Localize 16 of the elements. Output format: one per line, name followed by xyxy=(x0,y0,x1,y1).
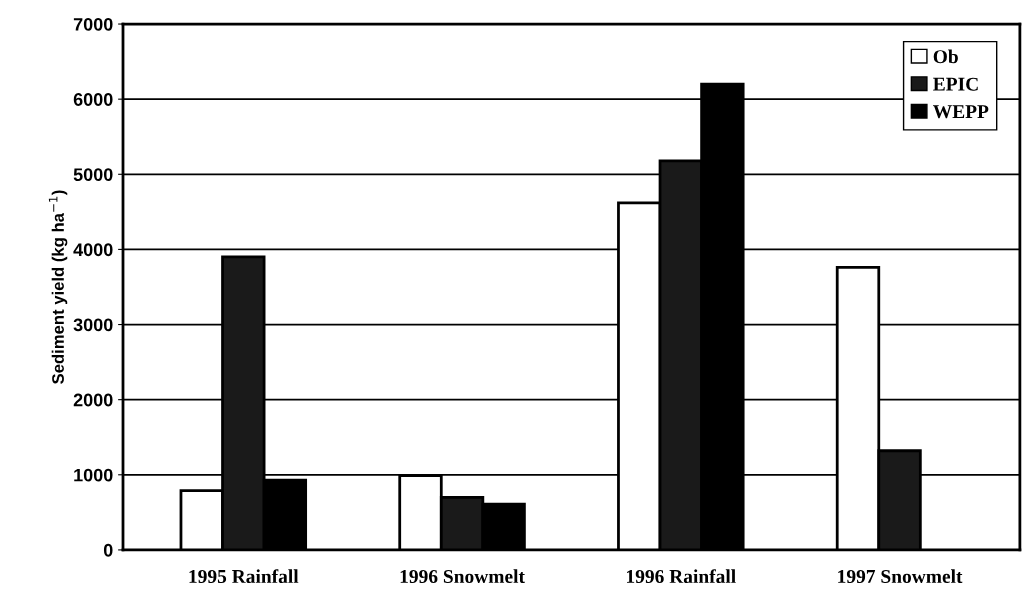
y-tick-label: 3000 xyxy=(73,318,113,332)
y-axis-title: Sediment yield (kg ha$^{−1}$) xyxy=(48,190,68,384)
legend-label: EPIC xyxy=(933,77,978,91)
x-tick-label: 1995 Rainfall xyxy=(189,569,299,584)
y-tick-label: 1000 xyxy=(74,468,113,482)
x-tick-label: 1997 Snowmelt xyxy=(838,569,963,584)
y-tick-label: 5000 xyxy=(73,168,113,182)
y-tick-label: 2000 xyxy=(73,393,113,407)
x-tick-label: 1996 Snowmelt xyxy=(400,569,525,584)
y-tick-label: 6000 xyxy=(73,93,113,106)
y-tick-label: 4000 xyxy=(73,243,113,257)
y-tick-label: 0 xyxy=(103,543,113,557)
y-tick-label: 7000 xyxy=(73,17,113,31)
x-tick-label: 1996 Rainfall xyxy=(627,569,736,584)
legend-label: Ob xyxy=(933,49,958,64)
legend-label: WEPP xyxy=(933,105,989,119)
